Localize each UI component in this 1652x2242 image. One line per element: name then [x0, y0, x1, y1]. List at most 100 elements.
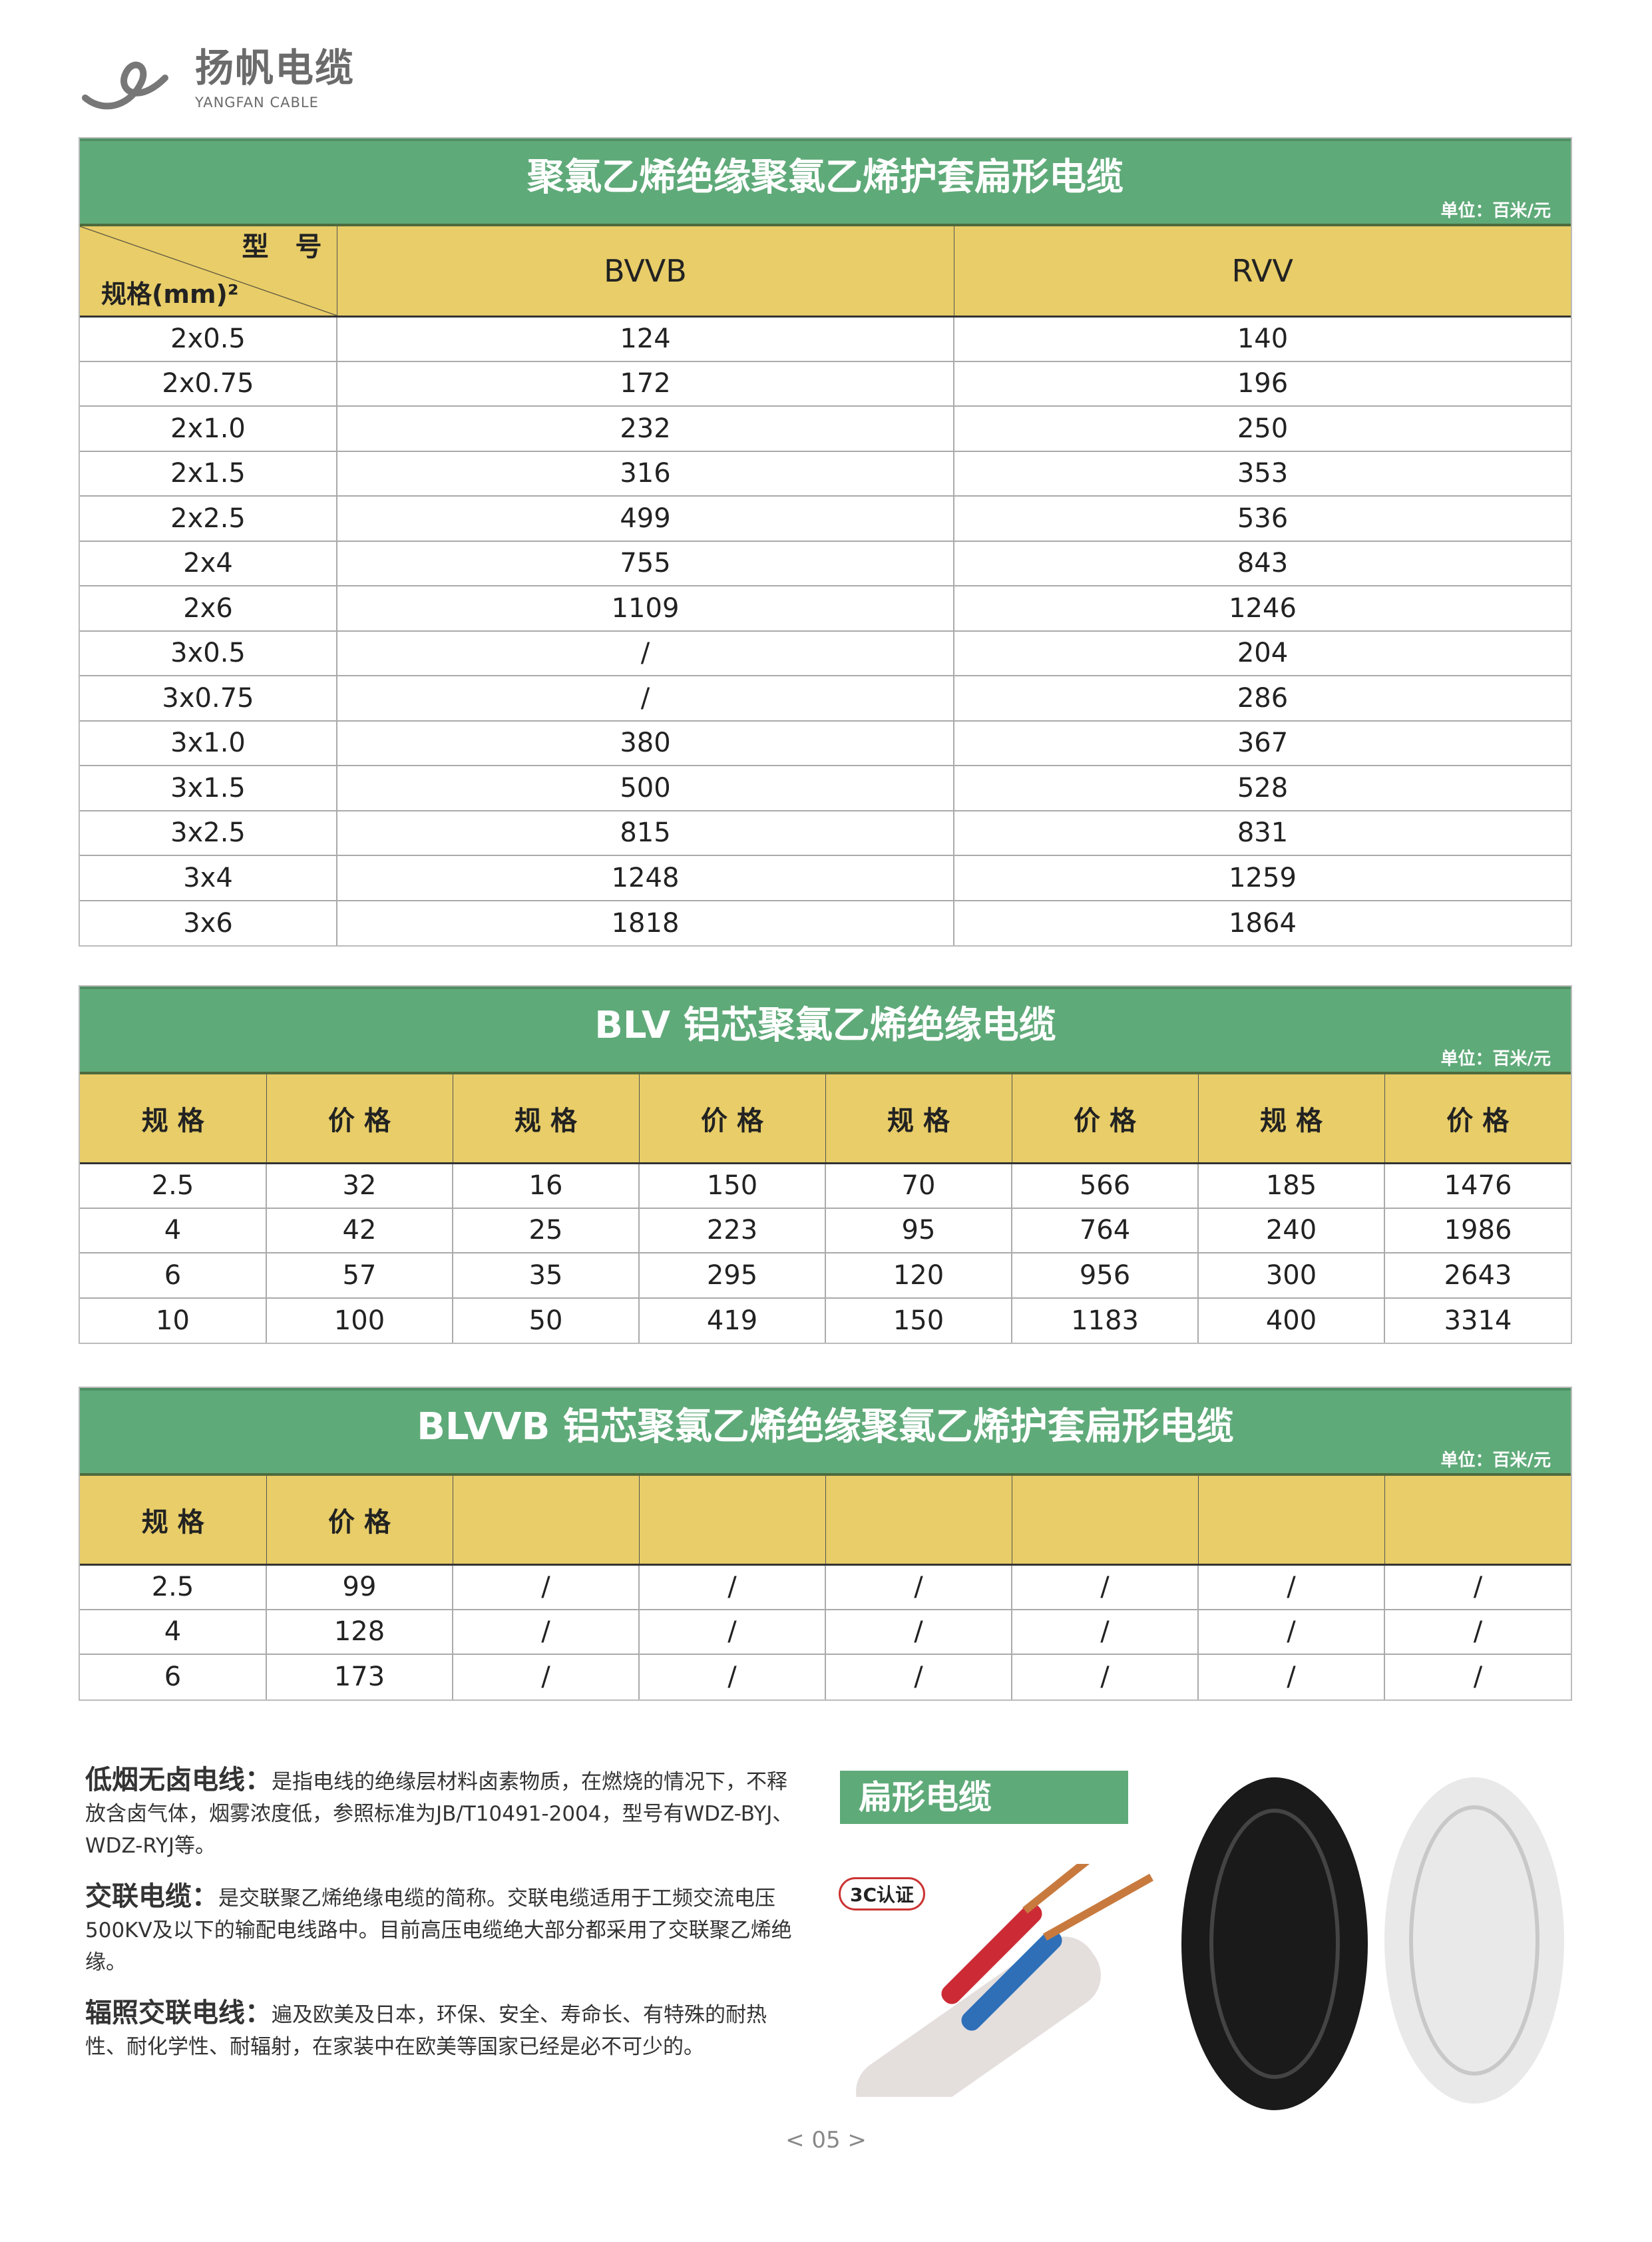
column-header: 规 格	[80, 1074, 266, 1164]
spec-cell: 2.5	[80, 1162, 266, 1208]
model-label: 型 号	[242, 232, 322, 262]
price-cell: 124	[336, 316, 954, 361]
page-number: < 05 >	[785, 2127, 867, 2153]
spec-cell: 10	[80, 1297, 266, 1343]
price-cell: /	[1011, 1608, 1198, 1654]
column-header: 价 格	[1011, 1074, 1198, 1164]
price-cell: 204	[953, 630, 1571, 676]
spec-cell: /	[1197, 1654, 1384, 1699]
price-cell: 316	[336, 450, 954, 496]
table-row: 2.5 32 16 150 70 566 185 1476	[80, 1162, 1571, 1208]
table-row: 2x0.75 172 196	[80, 360, 1571, 406]
price-cell: 536	[953, 495, 1571, 541]
column-header	[825, 1476, 1012, 1566]
price-cell: 2643	[1384, 1252, 1571, 1298]
column-header: RVV	[953, 226, 1571, 318]
column-header: 规 格	[80, 1476, 266, 1566]
price-cell: 140	[953, 316, 1571, 361]
table-row: 3x4 1248 1259	[80, 855, 1571, 901]
note-item: 交联电缆：是交联聚乙烯绝缘电缆的简称。交联电缆适用于工频交流电压500KV及以下…	[85, 1881, 804, 1978]
price-cell: 815	[336, 809, 954, 855]
price-cell: 1246	[953, 585, 1571, 631]
price-cell: 831	[953, 809, 1571, 855]
note-item: 低烟无卤电线：是指电线的绝缘层材料卤素物质，在燃烧的情况下，不释放含卤气体，烟雾…	[85, 1764, 804, 1862]
price-cell: 128	[266, 1608, 453, 1654]
spec-cell: 3x2.5	[80, 809, 337, 855]
column-header: 价 格	[266, 1476, 453, 1566]
price-cell: /	[1384, 1564, 1571, 1610]
price-cell: 172	[336, 360, 954, 406]
price-cell: /	[336, 630, 954, 676]
spec-cell: 3x4	[80, 855, 337, 901]
spec-cell: 16	[452, 1162, 639, 1208]
table-row: 3x1.5 500 528	[80, 765, 1571, 811]
spec-label: 规格(mm)²	[101, 279, 239, 309]
spec-cell: 25	[452, 1207, 639, 1253]
spec-cell: 2.5	[80, 1564, 266, 1610]
spec-cell: 400	[1197, 1297, 1384, 1343]
table-row: 6 173// / / / /	[80, 1654, 1571, 1699]
spec-cell: 240	[1197, 1207, 1384, 1253]
table-row: 2x2.5 499 536	[80, 495, 1571, 541]
price-cell: 1109	[336, 585, 954, 631]
bvvb-rvv-price-table: 聚氯乙烯绝缘聚氯乙烯护套扁形电缆 单位：百米/元 型 号规格(mm)² BVVB…	[79, 137, 1572, 947]
price-cell: 380	[336, 720, 954, 766]
price-cell: 223	[638, 1207, 825, 1253]
spec-cell: 150	[825, 1297, 1012, 1343]
spec-cell: 3x1.0	[80, 720, 337, 766]
column-header	[1011, 1476, 1198, 1566]
price-cell: 1864	[953, 899, 1571, 945]
price-cell: /	[1384, 1608, 1571, 1654]
unit-label: 单位：百米/元	[1440, 201, 1551, 221]
spec-cell: 6	[80, 1654, 266, 1699]
table-row: 10 100 50 419 150 1183 400 3314	[80, 1297, 1571, 1343]
unit-label: 单位：百米/元	[1440, 1451, 1551, 1470]
price-cell: 755	[336, 540, 954, 586]
price-cell: 100	[266, 1297, 453, 1343]
table-title-text: BLVVB 铝芯聚氯乙烯绝缘聚氯乙烯护套扁形电缆	[417, 1405, 1234, 1449]
price-cell: /	[336, 675, 954, 721]
column-header: 规 格	[452, 1074, 639, 1164]
note-text: 遍及欧美及日本，环保、安全、寿命长、有特殊的耐热性、耐化学性、耐辐射，在家装中在…	[85, 2003, 767, 2059]
price-cell: 32	[266, 1162, 453, 1208]
price-cell: 99	[266, 1564, 453, 1610]
price-cell: /	[1384, 1654, 1571, 1699]
table-row: 3x1.0 380 367	[80, 720, 1571, 766]
note-text: 是指电线的绝缘层材料卤素物质，在燃烧的情况下，不释放含卤气体，烟雾浓度低，参照标…	[85, 1770, 793, 1858]
price-cell: 173	[266, 1654, 453, 1699]
spec-cell: 95	[825, 1207, 1012, 1253]
column-header: 价 格	[1384, 1074, 1571, 1164]
table-title: BLVVB 铝芯聚氯乙烯绝缘聚氯乙烯护套扁形电缆 单位：百米/元	[80, 1388, 1571, 1476]
table-row: 3x0.5/204	[80, 630, 1571, 676]
spec-cell: /	[1197, 1564, 1384, 1610]
cable-logo-icon	[82, 61, 168, 110]
price-cell: /	[1011, 1564, 1198, 1610]
spec-cell: /	[452, 1608, 639, 1654]
price-cell: 196	[953, 360, 1571, 406]
spec-cell: 2x2.5	[80, 495, 337, 541]
table-title: BLV 铝芯聚氯乙烯绝缘电缆 单位：百米/元	[80, 987, 1571, 1074]
table-row: 4 128// / / / /	[80, 1608, 1571, 1654]
price-cell: 499	[336, 495, 954, 541]
table-title-text: BLV 铝芯聚氯乙烯绝缘电缆	[594, 1004, 1056, 1047]
column-header	[452, 1476, 639, 1566]
table-row: 2x1.5 316 353	[80, 450, 1571, 496]
price-cell: 353	[953, 450, 1571, 496]
price-cell: /	[638, 1654, 825, 1699]
column-header	[1384, 1476, 1571, 1566]
spec-cell: /	[825, 1608, 1012, 1654]
note-term: 低烟无卤电线：	[85, 1765, 272, 1795]
price-cell: 250	[953, 405, 1571, 451]
price-cell: 57	[266, 1252, 453, 1298]
price-cell: 232	[336, 405, 954, 451]
table-title: 聚氯乙烯绝缘聚氯乙烯护套扁形电缆 单位：百米/元	[80, 138, 1571, 226]
spec-cell: /	[825, 1654, 1012, 1699]
spec-cell: 35	[452, 1252, 639, 1298]
unit-label: 单位：百米/元	[1440, 1049, 1551, 1069]
blv-price-table: BLV 铝芯聚氯乙烯绝缘电缆 单位：百米/元 规 格价 格规 格价 格规 格价 …	[79, 985, 1572, 1344]
column-header	[1197, 1476, 1384, 1566]
brand-name-cn: 扬帆电缆	[195, 45, 355, 91]
spec-cell: 70	[825, 1162, 1012, 1208]
price-cell: 500	[336, 765, 954, 811]
